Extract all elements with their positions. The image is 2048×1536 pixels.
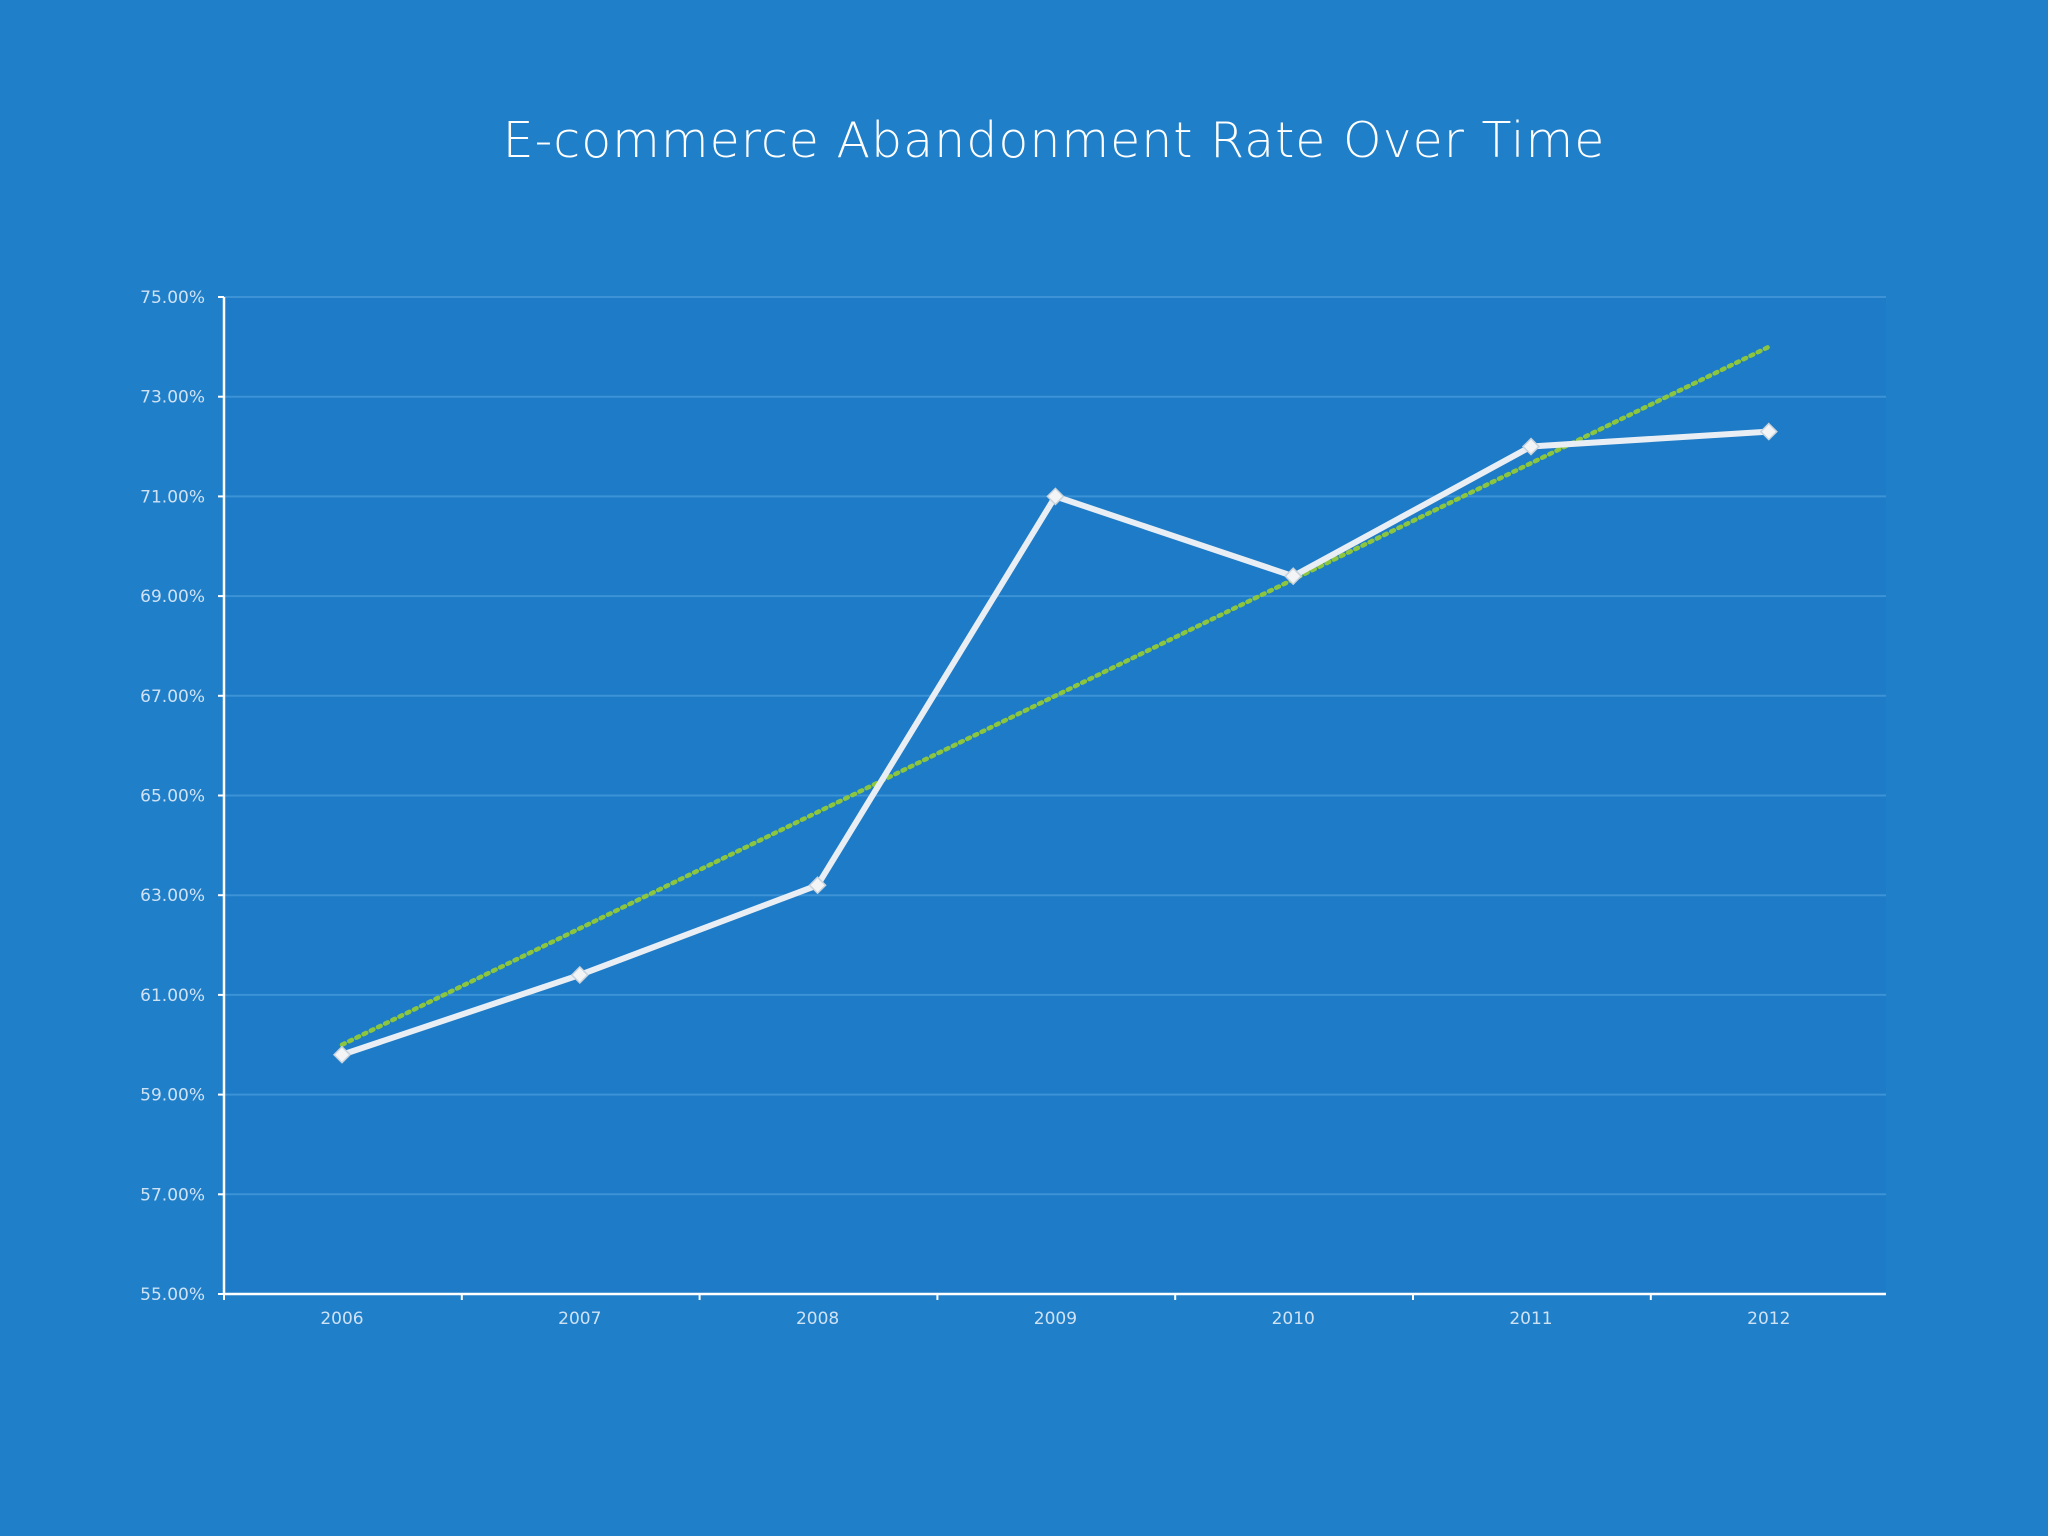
data-point-marker: [1284, 567, 1303, 586]
y-tick-label: 61.00%: [140, 986, 205, 1006]
data-point-marker: [332, 1045, 352, 1064]
y-tick-label: 73.00%: [140, 388, 205, 408]
x-tick-label: 2012: [1747, 1309, 1790, 1329]
x-tick-label: 2010: [1272, 1309, 1315, 1329]
chart-title: E-commerce Abandonment Rate Over Time: [502, 112, 1606, 169]
x-tick-label: 2007: [558, 1309, 601, 1329]
x-tick-label: 2011: [1509, 1309, 1552, 1329]
y-tick-label: 63.00%: [140, 886, 205, 906]
data-point-marker: [570, 965, 589, 985]
y-tick-label: 57.00%: [140, 1185, 205, 1205]
data-point-marker: [1046, 487, 1065, 506]
y-tick-label: 67.00%: [140, 687, 205, 707]
trendline: [339, 344, 1772, 1047]
y-tick-label: 59.00%: [140, 1086, 205, 1106]
x-tick-label: 2009: [1034, 1309, 1077, 1329]
y-tick-label: 55.00%: [140, 1285, 205, 1305]
y-tick-label: 71.00%: [140, 487, 205, 507]
data-point-marker: [808, 876, 827, 895]
y-tick-label: 65.00%: [140, 787, 205, 807]
y-tick-label: 69.00%: [140, 587, 205, 607]
x-tick-label: 2006: [320, 1309, 363, 1329]
y-tick-label: 75.00%: [140, 288, 205, 308]
data-point-marker: [1759, 422, 1778, 441]
x-tick-label: 2008: [796, 1309, 839, 1329]
data-point-marker: [1521, 437, 1541, 456]
